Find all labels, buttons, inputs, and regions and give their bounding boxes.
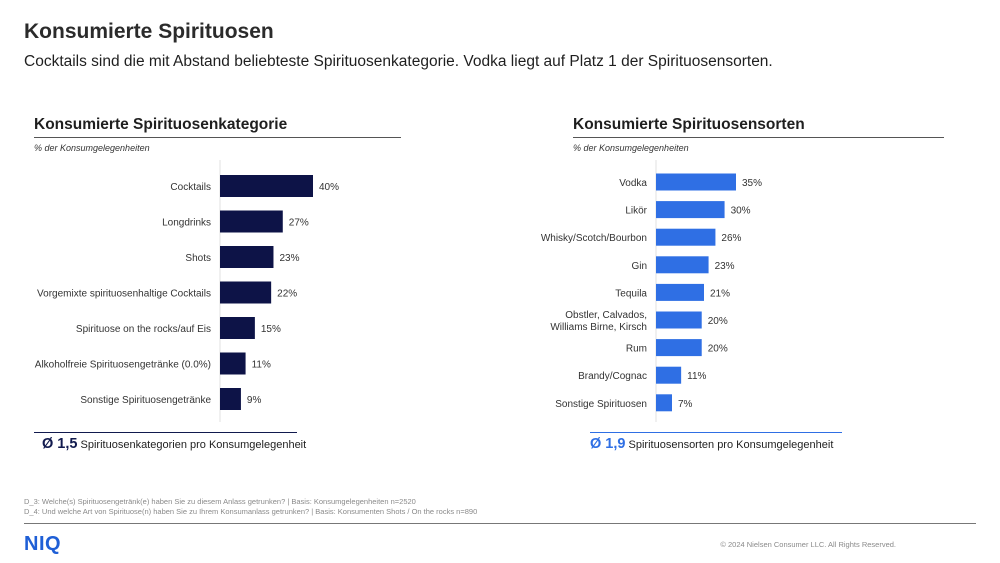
- category-label: Vodka: [619, 178, 647, 189]
- bar-value-label: 27%: [289, 218, 309, 229]
- right-bar-chart: 35% Vodka 30% Likör 26% Whisky/Scotch/Bourbon…: [541, 160, 762, 422]
- category-label: Likör: [625, 206, 647, 217]
- right-avg-summary: Ø 1,9 Spirituosensorten pro Konsumgelege…: [590, 436, 833, 452]
- left-avg-value: Ø 1,5: [42, 436, 78, 452]
- category-label: Sonstige Spirituosengetränke: [80, 395, 211, 406]
- bar-value-label: 21%: [710, 288, 730, 299]
- right-avg-text: Spirituosensorten pro Konsumgelegenheit: [628, 439, 834, 451]
- niq-logo: NIQ: [24, 533, 62, 555]
- bar-value-label: 26%: [721, 233, 741, 244]
- footnote-1: D_3: Welche(s) Spirituosengetränk(e) hab…: [24, 497, 416, 506]
- category-label: Sonstige Spirituosen: [555, 399, 647, 410]
- category-label: Spirituose on the rocks/auf Eis: [76, 324, 211, 335]
- left-avg-rule: [34, 432, 297, 433]
- category-label-line: Brandy/Cognac: [578, 371, 647, 382]
- bar-value-label: 11%: [252, 360, 271, 371]
- bar: [656, 283, 704, 301]
- bar-value-label: 22%: [277, 289, 297, 300]
- bar: [220, 281, 272, 304]
- bar: [220, 246, 274, 268]
- category-label-line: Spirituose on the rocks/auf Eis: [76, 324, 211, 335]
- page-title: Konsumierte Spirituosen: [24, 20, 274, 43]
- left-bar-chart: 40% Cocktails 27% Longdrinks 23% Shots 22% Vorg…: [35, 160, 339, 422]
- bar: [656, 339, 702, 357]
- category-label: Brandy/Cognac: [578, 371, 647, 382]
- category-label: Whisky/Scotch/Bourbon: [541, 233, 647, 244]
- category-label: Longdrinks: [162, 218, 211, 229]
- bar: [656, 173, 736, 191]
- bar-value-label: 11%: [687, 371, 706, 382]
- bar: [656, 201, 725, 219]
- left-chart-title: Konsumierte Spirituosenkategorie: [34, 116, 288, 133]
- category-label: Gin: [631, 261, 647, 272]
- bar: [220, 317, 255, 339]
- footer-rule: [24, 523, 976, 524]
- category-label: Cocktails: [170, 182, 211, 193]
- category-label-line: Rum: [626, 344, 647, 355]
- category-label-line: Sonstige Spirituosengetränke: [80, 395, 211, 406]
- bar: [220, 210, 283, 233]
- bar: [656, 311, 702, 329]
- category-label: Obstler, Calvados, Williams Birne, Kirsch: [550, 310, 647, 333]
- category-label-line: Likör: [625, 206, 647, 217]
- bar: [656, 228, 716, 246]
- right-chart-title: Konsumierte Spirituosensorten: [573, 116, 805, 133]
- bar-value-label: 20%: [708, 344, 728, 355]
- right-avg-rule: [590, 432, 842, 433]
- left-chart-unit: % der Konsumgelegenheiten: [34, 143, 150, 153]
- left-title-rule: [34, 137, 401, 138]
- bar-value-label: 15%: [261, 324, 281, 335]
- left-avg-summary: Ø 1,5 Spirituosenkategorien pro Konsumge…: [42, 436, 306, 452]
- category-label-line: Sonstige Spirituosen: [555, 399, 647, 410]
- left-avg-text: Spirituosenkategorien pro Konsumgelegenh…: [80, 439, 307, 451]
- category-label-line: Cocktails: [170, 182, 211, 193]
- category-label: Rum: [626, 344, 647, 355]
- category-label-line: Whisky/Scotch/Bourbon: [541, 233, 647, 244]
- bar-value-label: 30%: [731, 206, 751, 217]
- bar-value-label: 40%: [319, 182, 339, 193]
- category-label-line: Shots: [185, 253, 211, 264]
- bar-value-label: 7%: [678, 399, 693, 410]
- bar-value-label: 9%: [247, 395, 262, 406]
- right-avg-value: Ø 1,9: [590, 436, 626, 452]
- category-label-line: Vodka: [619, 178, 647, 189]
- category-label-line: Vorgemixte spirituosenhaltige Cocktails: [37, 289, 211, 300]
- category-label: Tequila: [615, 288, 647, 299]
- category-label: Shots: [185, 253, 211, 264]
- bar-value-label: 23%: [715, 261, 735, 272]
- bar-value-label: 20%: [708, 316, 728, 327]
- footnote-2: D_4: Und welche Art von Spirituose(n) ha…: [24, 507, 478, 516]
- bar: [656, 394, 672, 412]
- bar-value-label: 23%: [279, 253, 299, 264]
- right-chart-unit: % der Konsumgelegenheiten: [573, 143, 689, 153]
- copyright-text: © 2024 Nielsen Consumer LLC. All Rights …: [720, 540, 896, 549]
- category-label-line: Longdrinks: [162, 218, 211, 229]
- category-label-line: Alkoholfreie Spirituosengetränke (0.0%): [35, 360, 211, 371]
- category-label-line: Obstler, Calvados,: [565, 310, 647, 321]
- bar: [656, 366, 682, 384]
- bar: [220, 352, 246, 375]
- category-label-line: Williams Birne, Kirsch: [550, 322, 647, 333]
- category-label: Vorgemixte spirituosenhaltige Cocktails: [37, 289, 211, 300]
- bar: [220, 175, 313, 197]
- bar: [220, 388, 241, 410]
- right-title-rule: [573, 137, 944, 138]
- bar-value-label: 35%: [742, 178, 762, 189]
- page-subtitle: Cocktails sind die mit Abstand beliebtes…: [24, 53, 773, 70]
- bar: [656, 256, 709, 274]
- category-label: Alkoholfreie Spirituosengetränke (0.0%): [35, 360, 211, 371]
- category-label-line: Gin: [631, 261, 647, 272]
- category-label-line: Tequila: [615, 288, 647, 299]
